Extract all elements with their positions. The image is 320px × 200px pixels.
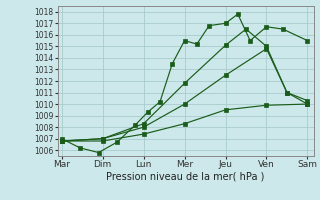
X-axis label: Pression niveau de la mer( hPa ): Pression niveau de la mer( hPa )	[107, 172, 265, 182]
